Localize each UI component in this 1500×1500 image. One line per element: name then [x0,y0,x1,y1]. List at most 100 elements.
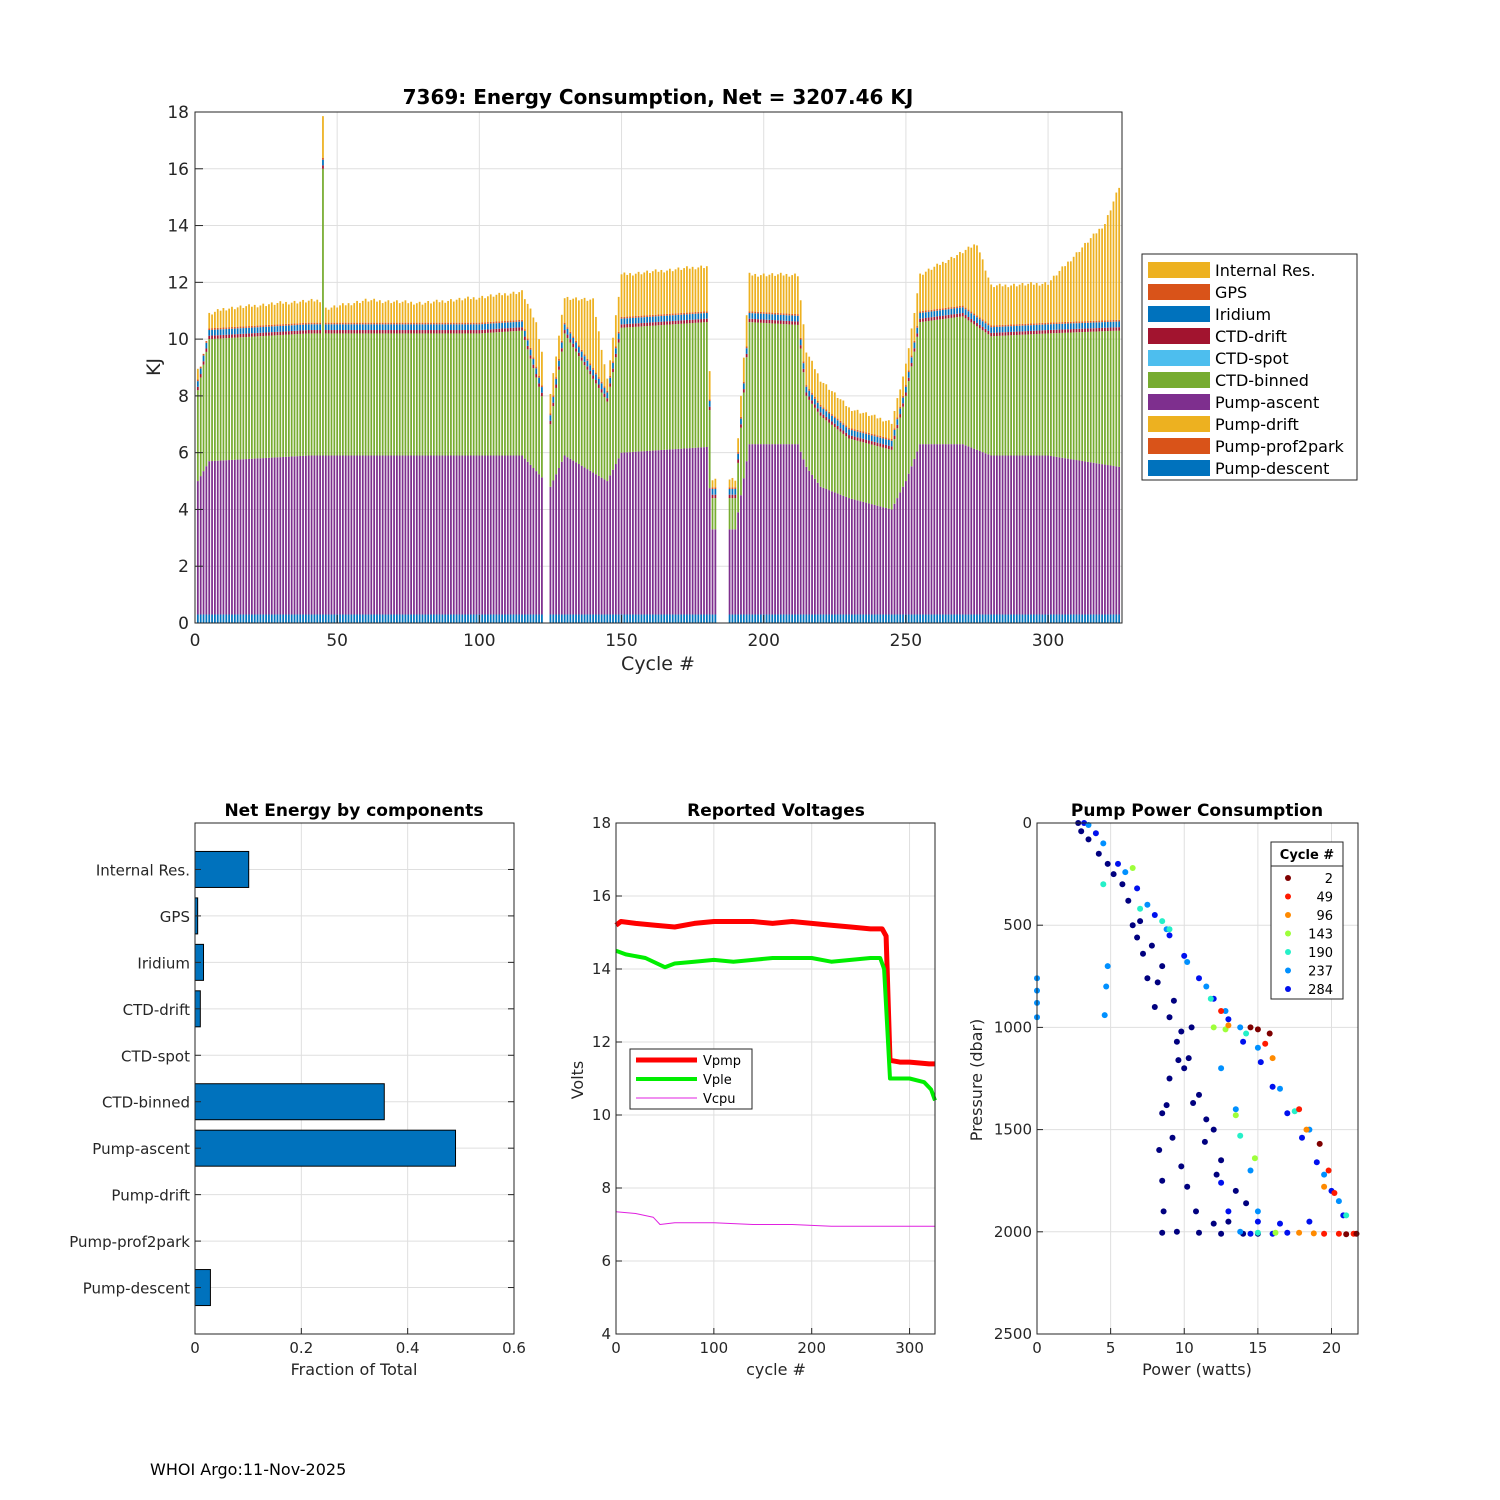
energy-bar-segment [208,330,211,336]
energy-bar-segment [310,322,313,325]
energy-bar-segment [930,311,933,318]
energy-bar-segment [802,459,805,615]
energy-bar-segment [686,320,688,324]
energy-bar-segment [350,330,353,334]
energy-bar-segment [862,501,865,615]
energy-bar-segment [569,333,572,340]
energy-bar-segment [305,614,307,623]
energy-bar-segment [504,328,506,332]
energy-bar-segment [1092,233,1095,321]
energy-bar-segment [472,333,475,456]
energy-bar-segment [560,348,563,352]
energy-bar-segment [464,614,467,623]
energy-bar-segment [674,324,677,450]
energy-bar-segment [683,323,685,449]
energy-bar-segment [1058,322,1061,324]
energy-bar-segment [259,336,262,459]
pump-scatter-point [1218,1179,1225,1186]
energy-bar-segment [435,614,438,623]
energy-bar-segment [822,414,825,419]
energy-bar-segment [231,327,233,329]
pump-scatter-point [1137,905,1144,912]
energy-bar-segment [407,303,410,323]
energy-bar-segment [890,440,893,447]
energy-bar-segment [819,415,822,487]
energy-bar-segment [1041,324,1044,331]
pump-scatter-point [1196,975,1202,982]
energy-bar-segment [939,264,941,309]
energy-bar-segment [430,322,432,325]
energy-bar-segment [458,330,461,334]
pump-x-tick-label: 20 [1322,1339,1341,1357]
energy-bar-segment [214,338,216,461]
energy-bar-segment [268,304,270,325]
pump-scatter-point [1175,1057,1182,1064]
energy-bar-segment [913,348,916,352]
energy-bar-segment [521,327,523,331]
energy-bar-segment [1015,455,1018,615]
energy-bar-segment [376,333,378,456]
energy-bar-segment [933,309,936,312]
energy-bar-segment [833,416,836,419]
pump-scatter-point [1218,1008,1225,1014]
energy-bar-segment [484,455,486,615]
energy-bar-segment [688,448,691,615]
energy-bar-segment [506,331,509,456]
energy-bar-segment [398,322,401,325]
energy-bar-segment [859,614,862,623]
energy-bar-segment [637,317,640,324]
energy-bar-segment [489,294,492,322]
energy-bar-segment [953,258,956,307]
energy-bar-segment [953,614,956,623]
energy-bar-segment [603,397,606,480]
energy-bar-segment [1089,322,1092,329]
energy-bar-segment [742,383,745,390]
energy-bar-segment [907,348,910,371]
energy-bar-segment [768,312,771,315]
energy-bar-segment [694,269,697,313]
energy-bar-segment [629,273,631,317]
energy-bar-segment [418,301,421,323]
energy-bar-segment [745,461,748,615]
voltage-chart-title: Reported Voltages [687,801,865,821]
energy-y-tick-label: 8 [178,387,189,407]
energy-bar-segment [424,330,427,334]
pump-scatter-point [1100,840,1107,847]
energy-bar-segment [731,477,734,488]
energy-bar-segment [868,432,870,435]
energy-bar-segment [586,369,589,470]
energy-legend-swatch [1148,328,1210,344]
energy-bar-segment [603,386,606,388]
energy-bar-segment [330,307,333,323]
energy-bar-segment [427,455,430,615]
energy-bar-segment [467,455,469,615]
energy-bar-segment [1081,247,1084,322]
energy-bar-segment [668,324,671,450]
energy-bar-segment [691,266,694,313]
energy-bar-segment [842,400,845,424]
energy-bar-segment [578,347,580,353]
energy-bar-segment [1069,261,1072,322]
energy-bar-segment [427,330,430,334]
energy-bar-segment [287,304,290,324]
energy-bar-segment [430,303,432,323]
energy-bar-segment [199,366,202,369]
energy-bar-segment [816,614,819,623]
energy-bar-segment [677,320,680,324]
energy-bar-segment [910,328,913,356]
energy-bar-segment [714,494,717,499]
energy-bar-segment [634,326,637,452]
energy-bar-segment [936,319,939,445]
energy-bar-segment [1081,321,1084,323]
energy-bar-segment [885,444,887,449]
energy-bar-segment [788,324,791,445]
energy-bar-segment [825,384,828,410]
pump-scatter-point [1325,1167,1332,1174]
energy-bar-segment [816,401,819,403]
pump-scatter-point [1156,1147,1163,1153]
energy-bar-segment [398,330,401,334]
pump-scatter-point [1151,912,1158,918]
energy-bar-segment [225,338,228,461]
energy-bar-segment [529,308,532,348]
